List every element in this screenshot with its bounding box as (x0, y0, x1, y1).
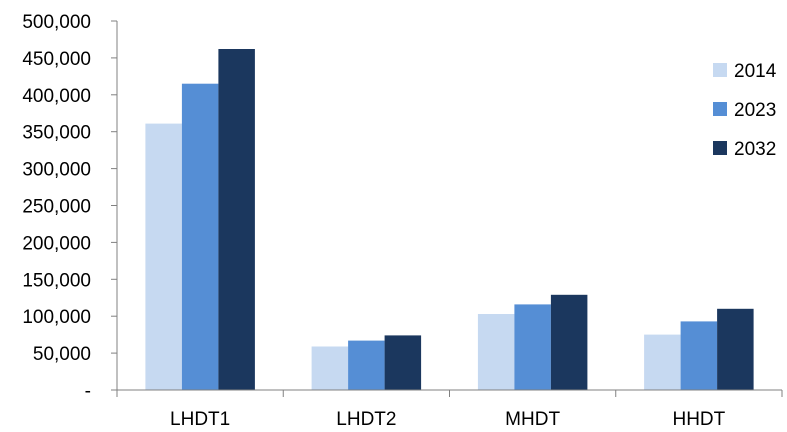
y-tick-label: 450,000 (22, 49, 91, 70)
y-tick-label: - (85, 381, 91, 402)
y-tick-label: 400,000 (22, 86, 91, 107)
y-tick-label: 250,000 (22, 197, 91, 218)
bar-2032-HHDT (717, 308, 754, 390)
legend-label-2014: 2014 (734, 61, 777, 82)
bar-2032-MHDT (550, 294, 588, 390)
y-tick-label: 500,000 (22, 12, 91, 33)
legend-swatch-2032 (713, 141, 727, 155)
bar-2023-LHDT1 (181, 83, 219, 390)
bar-2014-HHDT (644, 334, 681, 390)
bar-2014-LHDT2 (311, 346, 349, 390)
y-tick-label: 50,000 (33, 344, 91, 365)
y-tick-label: 100,000 (22, 307, 91, 328)
bar-2023-MHDT (514, 304, 551, 390)
bar-2032-LHDT2 (384, 335, 422, 390)
x-category-label: HHDT (672, 409, 725, 430)
bar-2023-HHDT (680, 321, 718, 390)
bar-2032-LHDT1 (218, 49, 255, 390)
y-tick-label: 150,000 (22, 270, 91, 291)
x-category-label: LHDT2 (336, 409, 396, 430)
y-axis: - 50,000 100,000 150,000 200,000 250,000 300,0… (22, 12, 118, 402)
y-tick-label: 300,000 (22, 160, 91, 181)
x-category-label: MHDT (505, 409, 560, 430)
x-axis: LHDT1 LHDT2 MHDT HHDT (116, 389, 783, 430)
bar-2014-LHDT1 (145, 123, 182, 390)
legend-swatch-2014 (713, 63, 727, 77)
bar-2023-LHDT2 (348, 340, 385, 390)
x-category-label: LHDT1 (170, 409, 230, 430)
bars-group (145, 49, 754, 390)
legend-label-2032: 2032 (734, 139, 776, 160)
bar-2014-MHDT (477, 314, 515, 390)
legend-label-2023: 2023 (734, 100, 776, 121)
y-tick-label: 350,000 (22, 123, 91, 144)
legend-swatch-2023 (713, 102, 727, 116)
y-tick-label: 200,000 (22, 233, 91, 254)
legend: 2014 2023 2032 (713, 61, 777, 160)
